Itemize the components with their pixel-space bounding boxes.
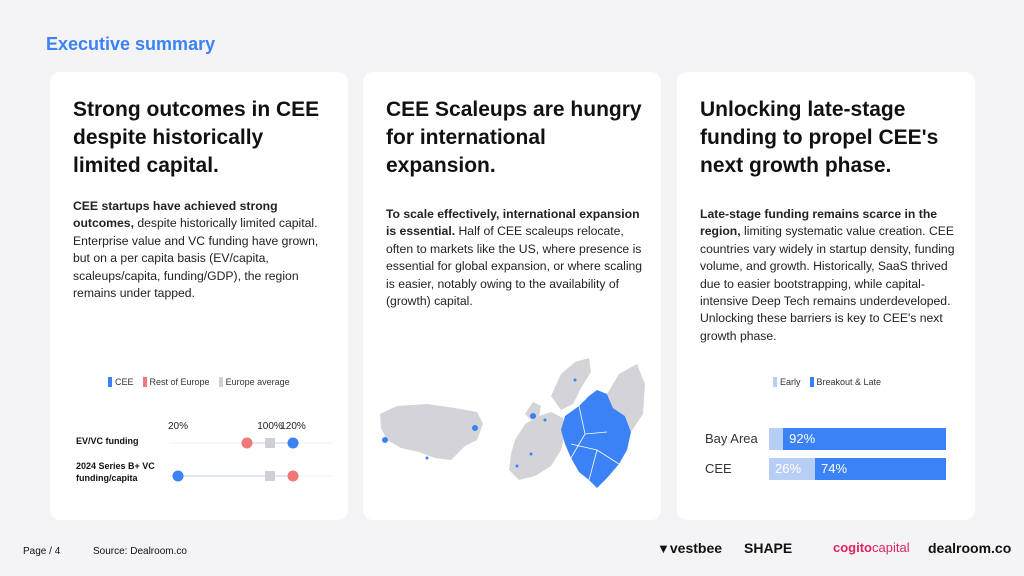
cee-borders	[570, 405, 620, 481]
city-dot	[573, 378, 577, 382]
city-dot	[382, 437, 388, 443]
page-title: Executive summary	[46, 34, 216, 54]
city-dot	[543, 418, 547, 422]
legend-item-cee: CEE	[108, 377, 134, 387]
card-body-bold: CEE startups have achieved strong outcom…	[73, 199, 278, 231]
legend-label: Early	[780, 377, 801, 387]
bar-segment-breakout-late: 92%	[783, 428, 946, 450]
city-dot	[472, 425, 478, 431]
logo-text: cogito	[833, 540, 872, 555]
card-body: Late-stage funding remains scarce in the…	[700, 206, 956, 345]
card-body: CEE startups have achieved strong outcom…	[73, 198, 335, 302]
card-strong-outcomes: Strong outcomes in CEE despite historica…	[50, 72, 348, 520]
city-dot	[529, 452, 533, 456]
shape-logo: SHAPE	[744, 540, 792, 556]
card-title: CEE Scaleups are hungry for internationa…	[386, 98, 642, 177]
card-body-text: despite historically limited capital. En…	[73, 216, 319, 301]
logo-text: vestbee	[669, 540, 723, 556]
vestbee-icon: ▼	[657, 541, 670, 556]
cee-marker	[172, 470, 184, 482]
bar-segment-early: 26%	[769, 458, 816, 480]
russia-map-shape	[607, 364, 645, 432]
bar-segment-breakout-late: 74%	[815, 458, 946, 480]
city-dot	[530, 413, 536, 419]
legend-swatch-cee	[108, 377, 112, 387]
tick-label: 100%	[257, 421, 283, 432]
bar-value-label: 92%	[789, 431, 816, 446]
rest-of-europe-marker	[241, 437, 253, 449]
legend-swatch-avg	[218, 377, 223, 387]
europe-average-marker	[265, 471, 275, 481]
dealroom-logo: dealroom.co	[928, 540, 1011, 556]
legend-label: Europe average	[225, 377, 290, 387]
card-body-text: Half of CEE scaleups relocate, often to …	[386, 224, 643, 309]
rest-of-europe-marker	[287, 470, 299, 482]
card-body: To scale effectively, international expa…	[386, 206, 648, 310]
dumbbell-legend: CEE Rest of Europe Europe average	[108, 377, 290, 387]
source-note: Source: Dealroom.co	[93, 546, 187, 557]
cee-marker	[287, 437, 299, 449]
legend-item-avg: Europe average	[218, 377, 290, 387]
card-title: Strong outcomes in CEE despite historica…	[73, 98, 320, 177]
cogito-capital-logo: cogitocapital	[833, 540, 910, 555]
western-europe-map-shape	[509, 412, 565, 480]
legend-item-early: Early	[773, 377, 801, 387]
tick-label: 20%	[168, 421, 188, 432]
dumbbell-chart: 20% 100%120%	[168, 421, 332, 482]
logo-text: capital	[872, 540, 910, 555]
legend-swatch-early	[773, 377, 777, 387]
legend-swatch-late	[809, 377, 814, 387]
legend-label: Rest of Europe	[149, 377, 210, 387]
dumbbell-row-label: 2024 Series B+ VC funding/capita	[76, 461, 155, 483]
legend-item-rest: Rest of Europe	[142, 377, 210, 387]
usa-map-shape	[380, 404, 483, 460]
logo-text: dealroom.co	[928, 540, 1012, 556]
cee-map-shape	[561, 390, 631, 488]
card-title: Unlocking late-stage funding to propel C…	[700, 98, 939, 177]
city-dot	[515, 464, 519, 468]
bar-segment-early	[769, 428, 784, 450]
bar-value-label: 26%	[775, 461, 802, 476]
bar-category-label: Bay Area	[705, 431, 758, 446]
legend-label: CEE	[115, 377, 134, 387]
bar-value-label: 74%	[821, 461, 848, 476]
logo-text: SHAPE	[744, 540, 793, 556]
page-number: Page / 4	[23, 546, 61, 557]
card-body-bold: To scale effectively, international expa…	[386, 207, 640, 239]
bar-legend: Early Breakout & Late	[773, 377, 881, 387]
vestbee-logo: ▼vestbee	[657, 540, 722, 556]
card-late-stage-funding: Unlocking late-stage funding to propel C…	[677, 72, 975, 520]
dumbbell-row-label: EV/VC funding	[76, 436, 139, 446]
legend-swatch-rest	[142, 377, 147, 387]
card-scaleups-expansion: CEE Scaleups are hungry for internationa…	[363, 72, 661, 520]
legend-item-late: Breakout & Late	[809, 377, 882, 387]
bar-category-label: CEE	[705, 461, 732, 476]
city-dot	[425, 456, 429, 460]
uk-map-shape	[525, 402, 541, 420]
tick-label: 120%	[280, 421, 306, 432]
europe-average-marker	[265, 438, 275, 448]
world-map-illustration	[380, 358, 645, 488]
scandinavia-map-shape	[551, 358, 591, 410]
city-dot	[587, 396, 591, 400]
legend-label: Breakout & Late	[816, 377, 882, 387]
card-body-text: limiting systematic value creation. CEE …	[700, 224, 955, 343]
card-body-bold: Late-stage funding remains scarce in the…	[700, 207, 938, 239]
